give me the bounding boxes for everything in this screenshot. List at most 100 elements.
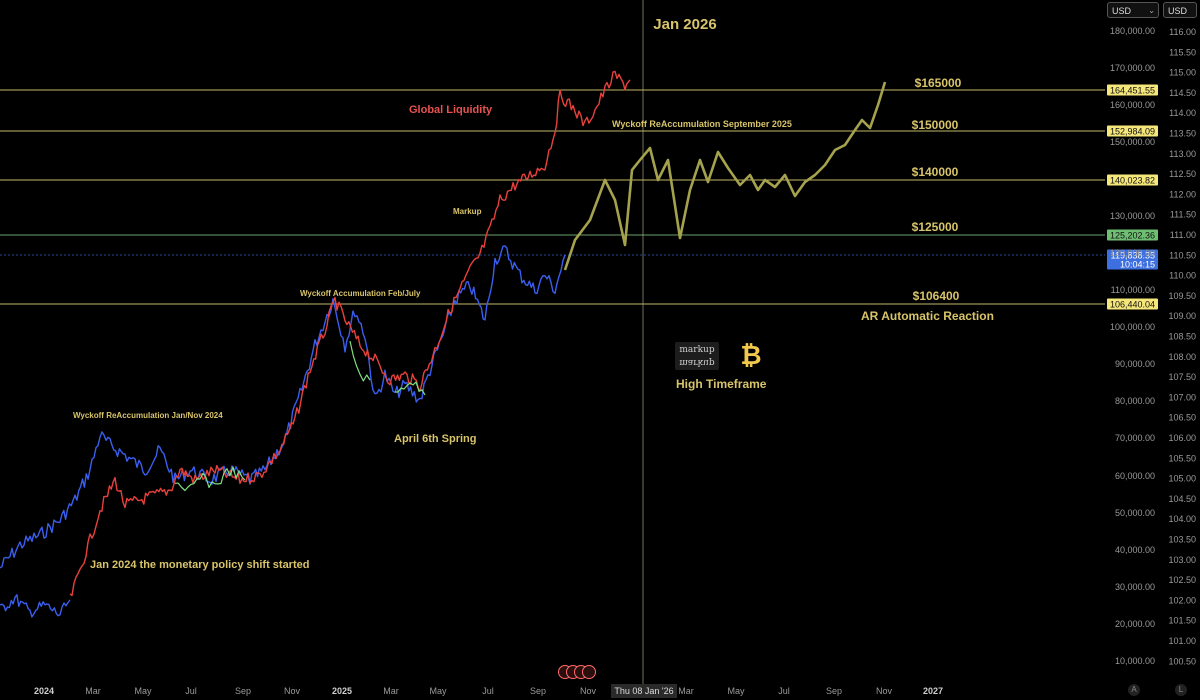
y-right-tick: 102.50 (1168, 575, 1196, 585)
y-right-tick: 107.00 (1168, 392, 1196, 402)
annotation-wyckoff-2024: Wyckoff ReAccumulation Jan/Nov 2024 (73, 411, 223, 420)
y-right-tick: 106.50 (1168, 413, 1196, 423)
y-left-tick: 180,000.00 (1110, 26, 1155, 36)
y-right-tick: 102.00 (1168, 595, 1196, 605)
price-label-bg (1107, 229, 1158, 241)
y-right-tick: 101.00 (1168, 636, 1196, 646)
x-tick: May (134, 686, 152, 696)
x-tick: Mar (85, 686, 101, 696)
x-axis: 2024 Mar May Jul Sep Nov 2025 Mar May Jul Sep Nov Ma… (34, 684, 943, 698)
y-left-tick: 170,000.00 (1110, 63, 1155, 73)
price-label-countdown: 10:04:15 (1120, 260, 1155, 270)
x-tick: Sep (530, 686, 546, 696)
price-label-bg (1107, 84, 1158, 96)
series-overlap-green (349, 340, 371, 382)
annotation-texts: Jan 2026 Global Liquidity Wyckoff ReAccumu… (73, 16, 994, 571)
x-tick: 2025 (332, 686, 352, 696)
y-right-tick: 105.50 (1168, 453, 1196, 463)
level-label: $125000 (912, 220, 959, 234)
y-left-tick: 110,000.00 (1111, 285, 1155, 295)
y-right-tick: 115.50 (1169, 47, 1196, 57)
price-label-bg (1107, 249, 1158, 270)
price-label: 106,440.04 (1110, 300, 1155, 310)
crosshair-date-bg (611, 684, 677, 698)
x-tick: Mar (678, 686, 694, 696)
currency-selector-label: USD (1112, 6, 1132, 16)
price-label-bg (1107, 125, 1158, 137)
x-tick: May (727, 686, 745, 696)
high-timeframe-label: High Timeframe (676, 377, 767, 391)
y-left-tick: 50,000.00 (1115, 508, 1155, 518)
y-left-tick: 80,000.00 (1115, 396, 1155, 406)
y-right-tick: 115.00 (1169, 68, 1196, 78)
y-right-tick: 114.50 (1169, 88, 1196, 98)
series-btc-line (0, 245, 566, 569)
price-label-bg (1107, 174, 1158, 186)
replay-control[interactable] (558, 665, 596, 679)
currency-selector[interactable]: USD ⌄ (1107, 2, 1159, 18)
x-tick: 2024 (34, 686, 54, 696)
log-scale-button[interactable]: L (1175, 684, 1187, 696)
y-right-tick: 103.50 (1168, 535, 1196, 545)
y-right-tick: 108.00 (1168, 352, 1196, 362)
y-left-tick: 120,000.00 (1110, 248, 1155, 258)
y-axis: 164,451.55 152,984.09 140,023.82 125,202.36… (1107, 26, 1196, 666)
y-left-tick: 160,000.00 (1110, 100, 1155, 110)
y-right-tick: 105.00 (1168, 474, 1196, 484)
chart-title: Jan 2026 (653, 16, 716, 33)
x-tick: Jul (778, 686, 790, 696)
y-right-tick: 100.50 (1168, 656, 1196, 666)
y-left-tick: 30,000.00 (1115, 582, 1155, 592)
y-left-tick: 100,000.00 (1110, 322, 1155, 332)
level-label: $165000 (915, 76, 962, 90)
y-right-tick: 104.50 (1168, 494, 1196, 504)
y-left-tick: 150,000.00 (1110, 137, 1155, 147)
y-right-tick: 106.00 (1168, 433, 1196, 443)
y-right-tick: 114.00 (1169, 108, 1196, 118)
price-label: 125,202.36 (1110, 231, 1155, 241)
y-right-tick: 111.00 (1170, 230, 1196, 240)
y-right-tick: 101.50 (1168, 616, 1196, 626)
x-tick: Nov (876, 686, 893, 696)
series-overlap-green (175, 466, 246, 492)
y-right-tick: 113.00 (1169, 149, 1196, 159)
series-liquidity-line (69, 70, 631, 597)
annotation-wyckoff-sep: Wyckoff ReAccumulation September 2025 (612, 119, 792, 129)
price-label-bg (1107, 298, 1158, 310)
currency-right[interactable]: USD (1163, 2, 1197, 18)
auto-scale-button[interactable]: A (1128, 684, 1140, 696)
y-right-tick: 110.00 (1169, 271, 1196, 281)
y-right-tick: 112.00 (1169, 189, 1196, 199)
price-label: 152,984.09 (1110, 127, 1155, 137)
x-tick: Mar (383, 686, 399, 696)
series-group (0, 70, 887, 618)
level-label: $140000 (912, 165, 959, 179)
series-projection-line (563, 81, 887, 271)
y-right-tick: 109.50 (1168, 291, 1196, 301)
y-left-tick: 10,000.00 (1115, 656, 1155, 666)
annotation-jan2024: Jan 2024 the monetary policy shift start… (90, 559, 309, 571)
y-right-tick: 104.00 (1168, 514, 1196, 524)
annotation-global-liquidity: Global Liquidity (409, 104, 493, 116)
annotation-ar-reaction: AR Automatic Reaction (861, 309, 994, 323)
y-left-tick: 90,000.00 (1115, 359, 1155, 369)
horizontal-levels (0, 89, 1105, 305)
y-left-tick: 40,000.00 (1115, 545, 1155, 555)
price-label: 119,838.35 (1111, 251, 1155, 261)
y-right-tick: 111.50 (1170, 210, 1196, 220)
chevron-down-icon: ⌄ (1148, 6, 1155, 15)
annotation-april-spring: April 6th Spring (394, 433, 477, 445)
markup-logo: markup markup (675, 342, 719, 370)
price-label: 164,451.55 (1110, 86, 1155, 96)
x-tick: May (429, 686, 447, 696)
x-tick: Sep (235, 686, 251, 696)
level-label: $150000 (912, 118, 959, 132)
x-tick: 2027 (923, 686, 943, 696)
crosshair-date-label: Thu 08 Jan '26 (614, 686, 673, 696)
y-right-tick: 110.50 (1169, 250, 1196, 260)
y-right-tick: 103.00 (1168, 555, 1196, 565)
x-tick: Nov (284, 686, 301, 696)
series-overlap-green (394, 381, 426, 396)
x-tick: Jul (185, 686, 197, 696)
